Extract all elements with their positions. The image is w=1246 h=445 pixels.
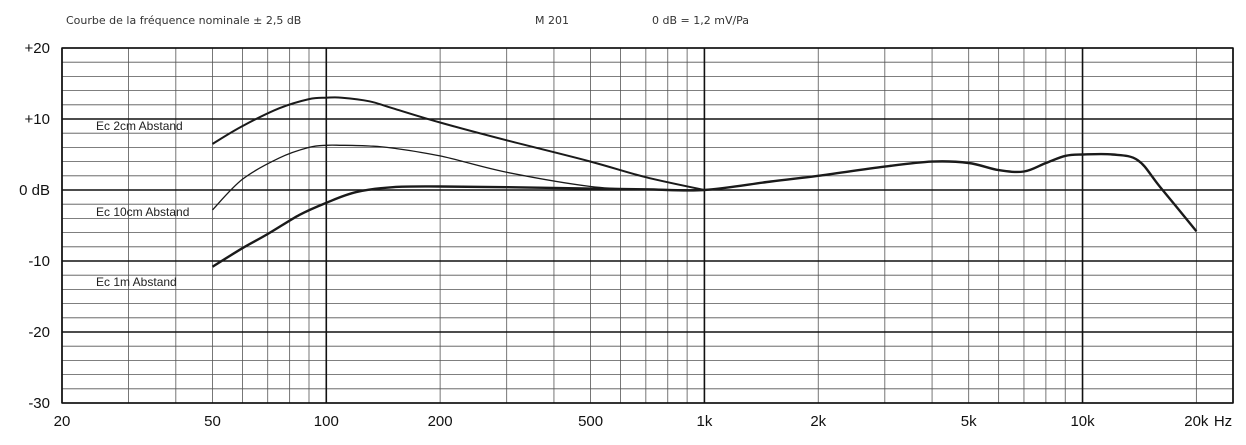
y-tick-label: +20 xyxy=(25,40,50,57)
y-tick-label: 0 dB xyxy=(19,182,50,199)
series-line-1 xyxy=(211,96,705,191)
grid-minor xyxy=(62,48,1233,403)
curve-label-2: Ec 10cm Abstand xyxy=(96,205,189,219)
curve-label-3: Ec 1m Abstand xyxy=(96,275,177,289)
grid-major xyxy=(61,47,1234,404)
x-tick-label: 2k xyxy=(810,413,826,430)
x-unit-label: Hz xyxy=(1214,413,1232,430)
series-line-2 xyxy=(212,144,705,211)
x-tick-label: 200 xyxy=(428,413,453,430)
series-line-3 xyxy=(211,152,1198,268)
y-tick-labels: +20 +10 0 dB -10 -20 -30 xyxy=(19,40,50,412)
y-tick-label: -20 xyxy=(28,324,50,341)
x-tick-label: 20 xyxy=(54,413,71,430)
chart-header-left: Courbe de la fréquence nominale ± 2,5 dB xyxy=(66,14,301,27)
chart-header-model: M 201 xyxy=(535,14,569,27)
chart-header-reference: 0 dB = 1,2 mV/Pa xyxy=(652,14,749,27)
x-tick-label: 50 xyxy=(204,413,221,430)
x-tick-label: 20k xyxy=(1184,413,1209,430)
x-tick-label: 500 xyxy=(578,413,603,430)
x-tick-label: 1k xyxy=(696,413,712,430)
x-tick-label: 100 xyxy=(314,413,339,430)
y-tick-label: -30 xyxy=(28,395,50,412)
x-tick-labels: 20 50 100 200 500 1k 2k 5k 10k 20k Hz xyxy=(54,413,1233,430)
curve-label-1: Ec 2cm Abstand xyxy=(96,119,183,133)
x-tick-label: 10k xyxy=(1070,413,1095,430)
x-tick-label: 5k xyxy=(961,413,977,430)
curve-labels: Ec 2cm Abstand Ec 10cm Abstand Ec 1m Absta… xyxy=(96,119,189,289)
y-tick-label: +10 xyxy=(25,111,50,128)
y-tick-label: -10 xyxy=(28,253,50,270)
plot-border xyxy=(61,47,1234,404)
curves xyxy=(211,96,1198,268)
